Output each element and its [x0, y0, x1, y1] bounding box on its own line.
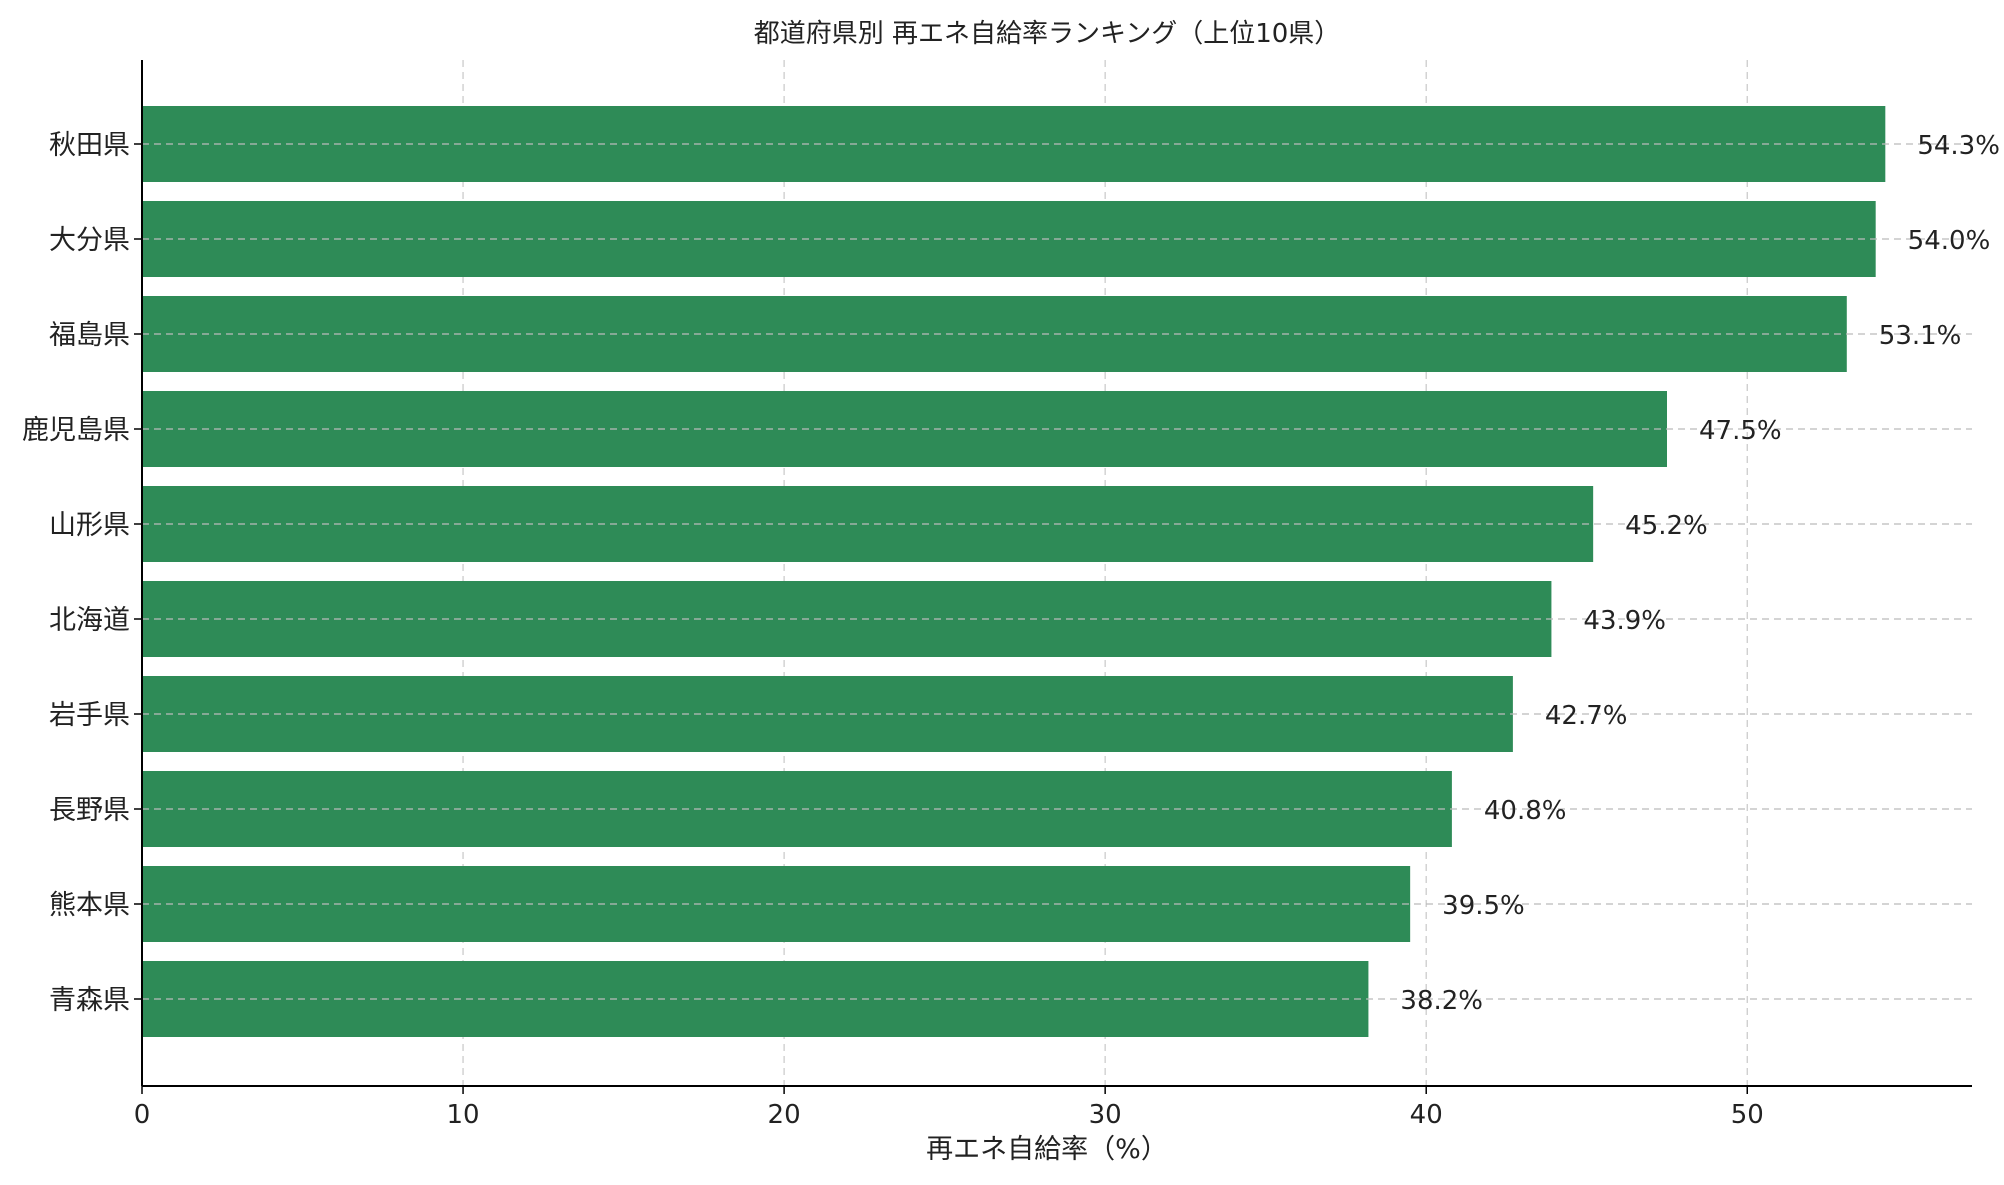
category-label-1: 大分県: [49, 225, 130, 256]
value-label-9: 38.2%: [1400, 986, 1483, 1016]
category-label-5: 北海道: [49, 605, 130, 636]
value-label-5: 43.9%: [1583, 606, 1666, 636]
value-label-8: 39.5%: [1442, 891, 1525, 921]
x-tick-label-2: 20: [768, 1100, 801, 1130]
value-label-2: 53.1%: [1879, 321, 1962, 351]
category-label-7: 長野県: [49, 795, 130, 826]
value-label-1: 54.0%: [1908, 226, 1991, 256]
x-tick-label-5: 50: [1731, 1100, 1764, 1130]
bars: [142, 106, 1886, 1037]
x-tick-label-3: 30: [1089, 1100, 1122, 1130]
value-label-0: 54.3%: [1917, 131, 2000, 161]
category-label-3: 鹿児島県: [22, 415, 130, 446]
x-axis-title: 再エネ自給率（%）: [926, 1134, 1168, 1165]
bar-5: [142, 581, 1552, 657]
category-label-8: 熊本県: [49, 890, 130, 921]
value-label-4: 45.2%: [1625, 511, 1708, 541]
category-label-9: 青森県: [49, 985, 130, 1016]
value-label-6: 42.7%: [1545, 701, 1628, 731]
labels: 0 10 20 30 40 50 秋田県 54.3% 大分県 54.0% 福島県 53.1% 鹿児島県 4…: [22, 130, 2000, 1130]
value-label-3: 47.5%: [1699, 416, 1782, 446]
x-tick-label-0: 0: [134, 1100, 151, 1130]
bar-8: [142, 866, 1411, 942]
x-tick-label-4: 40: [1410, 1100, 1443, 1130]
chart-title: 都道府県別 再エネ自給率ランキング（上位10県）: [754, 19, 1341, 49]
category-label-2: 福島県: [49, 320, 130, 351]
category-label-4: 山形県: [49, 510, 130, 541]
category-label-0: 秋田県: [49, 130, 130, 161]
row-gridlines: [142, 143, 1972, 1000]
value-label-7: 40.8%: [1484, 796, 1567, 826]
category-label-6: 岩手県: [49, 700, 130, 731]
x-tick-label-1: 10: [447, 1100, 480, 1130]
axes: [134, 60, 1972, 1094]
